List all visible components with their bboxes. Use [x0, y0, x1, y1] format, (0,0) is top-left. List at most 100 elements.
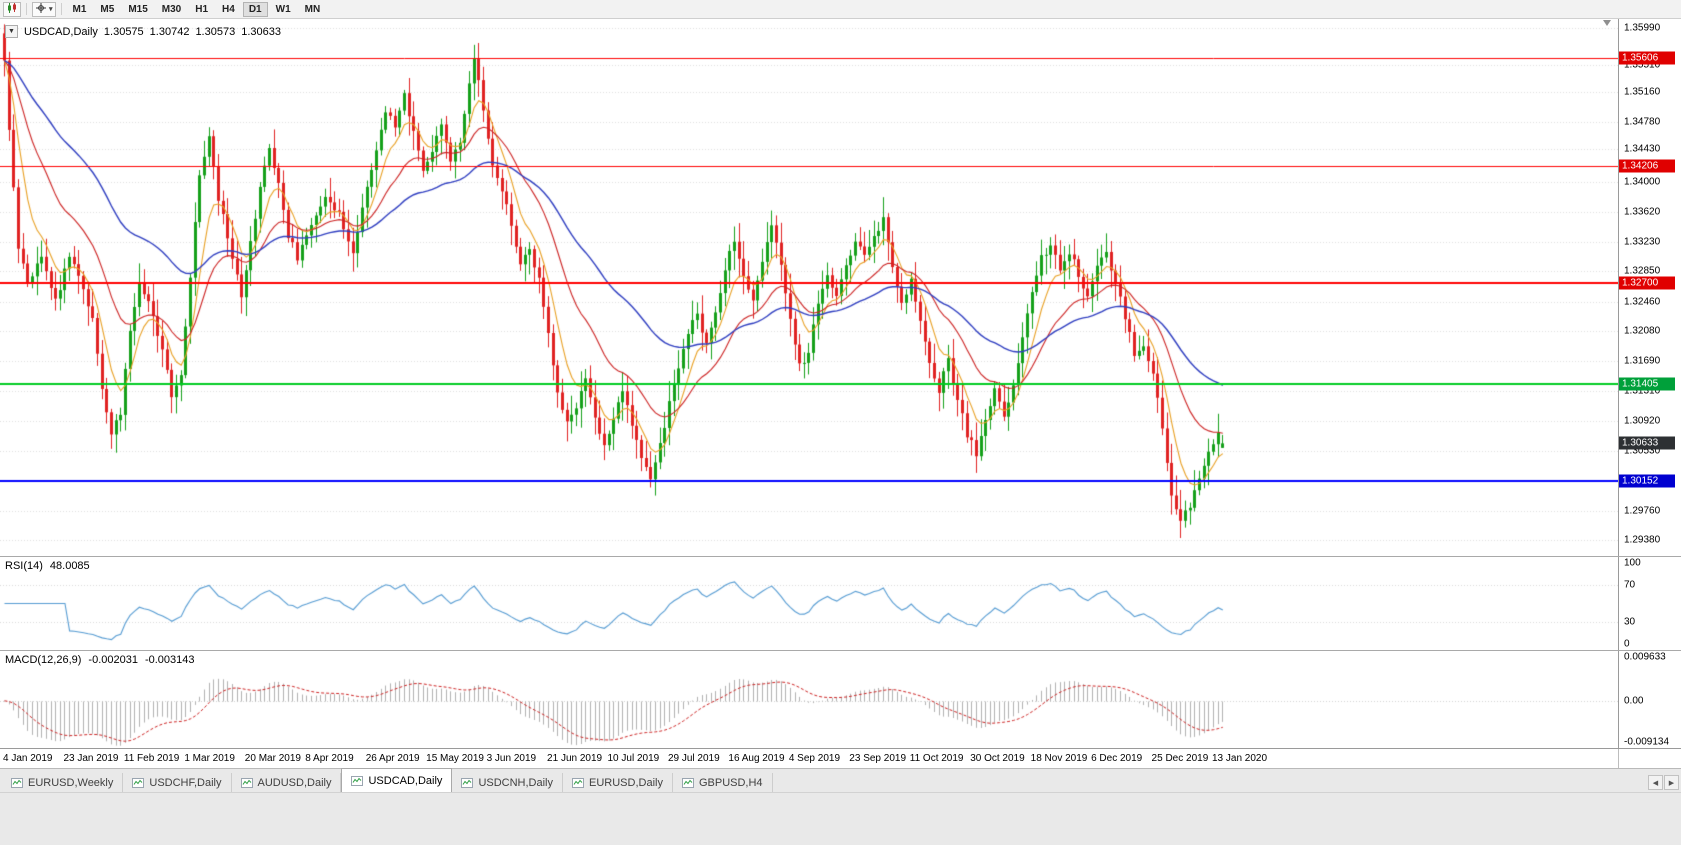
- date-tick-label: 15 May 2019: [426, 753, 484, 764]
- timeframe-buttons: M1 M5 M15 M30 H1 H4 D1 W1 MN: [66, 1, 328, 17]
- price-axis-tick: 1.33230: [1624, 236, 1661, 248]
- rsi-name: RSI(14): [5, 560, 43, 572]
- axis-separator: [1618, 749, 1619, 769]
- crosshair-button[interactable]: ▾: [32, 1, 56, 17]
- chart-tab-bar: EURUSD,Weekly USDCHF,Daily AUDUSD,Daily USD…: [0, 768, 1681, 793]
- rsi-axis-tick: 30: [1624, 616, 1636, 628]
- pane-divider[interactable]: [0, 556, 1681, 557]
- price-axis-tick: 1.35160: [1624, 86, 1661, 98]
- price-axis-tick: 1.34430: [1624, 143, 1661, 155]
- date-tick-label: 25 Dec 2019: [1151, 753, 1209, 764]
- collapse-indicator-icon[interactable]: ▼: [5, 25, 18, 38]
- chart-tab-gbpusd-h4[interactable]: GBPUSD,H4: [673, 773, 773, 793]
- macd-signal-value: -0.003143: [144, 654, 195, 666]
- timeframe-button-m1[interactable]: M1: [67, 2, 93, 17]
- tab-scroll-right-button[interactable]: ▶: [1664, 775, 1679, 790]
- chart-tab-usdcnh-daily[interactable]: USDCNH,Daily: [452, 773, 563, 793]
- timeframe-button-m5[interactable]: M5: [94, 2, 120, 17]
- rsi-value: 48.0085: [49, 560, 90, 572]
- timeframe-button-m30[interactable]: M30: [156, 2, 187, 17]
- date-tick-label: 26 Apr 2019: [365, 753, 420, 764]
- pane-divider[interactable]: [0, 650, 1681, 651]
- chart-tab-audusd-daily[interactable]: AUDUSD,Daily: [232, 773, 342, 793]
- timeframe-button-m15[interactable]: M15: [122, 2, 153, 17]
- date-tick-label: 23 Jan 2019: [63, 753, 119, 764]
- tab-label: USDCNH,Daily: [478, 777, 553, 789]
- low-value: 1.30573: [195, 25, 236, 38]
- price-axis-tick: 1.35990: [1624, 22, 1661, 34]
- date-tick-label: 8 Apr 2019: [305, 753, 354, 764]
- macd-axis-tick: 0.009633: [1624, 651, 1666, 663]
- macd-value: -0.002031: [88, 654, 138, 666]
- timeframe-button-d1[interactable]: D1: [242, 1, 268, 17]
- mini-chart-icon: [351, 775, 364, 786]
- date-tick-label: 1 Mar 2019: [184, 753, 235, 764]
- date-axis[interactable]: 4 Jan 2019 23 Jan 2019 11 Feb 2019 1 Mar 20…: [0, 748, 1681, 769]
- crosshair-icon: [35, 2, 47, 17]
- macd-canvas[interactable]: [0, 651, 1618, 748]
- mini-chart-icon: [461, 778, 474, 788]
- macd-axis[interactable]: 0.009633 0.00 -0.009134: [1618, 651, 1681, 748]
- rsi-axis-tick: 0: [1624, 638, 1630, 650]
- candlestick-chart-icon: [6, 2, 18, 17]
- date-tick-label: 20 Mar 2019: [244, 753, 301, 764]
- price-axis[interactable]: 1.35990 1.35510 1.35160 1.34780 1.34430 1.340…: [1618, 18, 1681, 556]
- price-axis-tick: 1.35510: [1624, 59, 1661, 71]
- window-bottom-strip: [0, 792, 1681, 845]
- date-tick-label: 10 Jul 2019: [607, 753, 660, 764]
- tab-scroll-controls: ◀ ▶: [1648, 775, 1681, 793]
- toolbar-separator: [60, 3, 62, 15]
- open-value: 1.30575: [103, 25, 144, 38]
- timeframe-button-w1[interactable]: W1: [270, 2, 297, 17]
- price-axis-tick: 1.32460: [1624, 296, 1661, 308]
- macd-axis-tick: 0.00: [1624, 695, 1644, 707]
- rsi-axis-tick: 70: [1624, 579, 1636, 591]
- macd-axis-tick: -0.009134: [1624, 736, 1670, 748]
- chart-tab-usdcad-daily[interactable]: USDCAD,Daily: [341, 768, 453, 793]
- mini-chart-icon: [681, 778, 694, 788]
- rsi-axis[interactable]: 100 70 30 0: [1618, 557, 1681, 650]
- chart-type-button[interactable]: [3, 1, 21, 17]
- timeframe-button-h1[interactable]: H1: [189, 2, 214, 17]
- date-tick-label: 21 Jun 2019: [547, 753, 603, 764]
- symbol-timeframe-label: USDCAD,Daily: [23, 25, 98, 38]
- price-axis-tick: 1.30530: [1624, 445, 1661, 457]
- price-chart-canvas[interactable]: [0, 18, 1618, 556]
- mini-chart-icon: [132, 778, 145, 788]
- timeframe-button-h4[interactable]: H4: [216, 2, 241, 17]
- timeframe-button-mn[interactable]: MN: [299, 2, 327, 17]
- price-axis-tick: 1.30920: [1624, 415, 1661, 427]
- date-tick-label: 29 Jul 2019: [667, 753, 720, 764]
- chart-tab-eurusd-daily[interactable]: EURUSD,Daily: [563, 773, 673, 793]
- rsi-canvas[interactable]: [0, 557, 1618, 650]
- price-axis-tick: 1.34000: [1624, 176, 1661, 188]
- date-tick-label: 23 Sep 2019: [849, 753, 907, 764]
- price-axis-tick: 1.32080: [1624, 325, 1661, 337]
- price-axis-tick: 1.33620: [1624, 206, 1661, 218]
- price-axis-tick: 1.32850: [1624, 265, 1661, 277]
- chart-shift-marker: [1603, 20, 1611, 26]
- level-price-badge: 1.35606: [1619, 51, 1675, 65]
- date-tick-label: 16 Aug 2019: [728, 753, 785, 764]
- price-axis-tick: 1.34780: [1624, 116, 1661, 128]
- macd-pane: MACD(12,26,9) -0.002031 -0.003143 0.0096…: [0, 651, 1681, 748]
- date-tick-label: 4 Jan 2019: [3, 753, 53, 764]
- chart-tab-usdchf-daily[interactable]: USDCHF,Daily: [123, 773, 232, 793]
- price-axis-tick: 1.31310: [1624, 385, 1661, 397]
- high-value: 1.30742: [149, 25, 190, 38]
- date-tick-label: 30 Oct 2019: [970, 753, 1025, 764]
- rsi-label: RSI(14) 48.0085: [5, 560, 90, 572]
- price-axis-tick: 1.29380: [1624, 534, 1661, 546]
- chart-tab-eurusd-weekly[interactable]: EURUSD,Weekly: [2, 773, 124, 793]
- level-price-badge: 1.32700: [1619, 276, 1675, 290]
- tab-label: EURUSD,Weekly: [28, 777, 114, 789]
- date-tick-label: 18 Nov 2019: [1030, 753, 1088, 764]
- date-tick-label: 3 Jun 2019: [486, 753, 537, 764]
- date-tick-label: 11 Oct 2019: [909, 753, 964, 764]
- tab-scroll-left-button[interactable]: ◀: [1648, 775, 1663, 790]
- crosshair-dropdown-caret[interactable]: ▾: [49, 6, 53, 13]
- level-price-badge: 1.30152: [1619, 474, 1675, 488]
- date-tick-label: 11 Feb 2019: [123, 753, 180, 764]
- mini-chart-icon: [11, 778, 23, 788]
